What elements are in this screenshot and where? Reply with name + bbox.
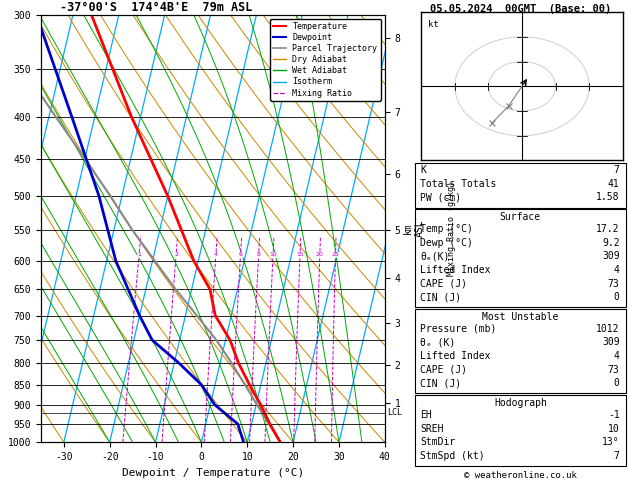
Text: Totals Totals: Totals Totals [420,179,496,189]
Text: Pressure (mb): Pressure (mb) [420,324,496,334]
Text: 8: 8 [257,252,260,257]
Text: 0: 0 [614,378,620,388]
Text: -37°00'S  174°4B'E  79m ASL: -37°00'S 174°4B'E 79m ASL [60,1,252,14]
Text: 1012: 1012 [596,324,620,334]
Text: 25: 25 [331,252,340,257]
Text: SREH: SREH [420,424,443,434]
Text: 13°: 13° [602,437,620,447]
Text: 9.2: 9.2 [602,238,620,248]
Text: EH: EH [420,410,431,420]
Text: CIN (J): CIN (J) [420,378,461,388]
Text: 41: 41 [608,179,620,189]
Legend: Temperature, Dewpoint, Parcel Trajectory, Dry Adiabat, Wet Adiabat, Isotherm, Mi: Temperature, Dewpoint, Parcel Trajectory… [270,19,381,101]
Text: Dewp (°C): Dewp (°C) [420,238,473,248]
Text: LCL: LCL [387,408,403,417]
Text: © weatheronline.co.uk: © weatheronline.co.uk [464,471,577,480]
Y-axis label: hPa: hPa [0,218,2,239]
Text: 15: 15 [296,252,304,257]
Text: StmSpd (kt): StmSpd (kt) [420,451,485,461]
Text: CAPE (J): CAPE (J) [420,278,467,289]
Text: Mixing Ratio (g/kg): Mixing Ratio (g/kg) [447,181,456,276]
Text: CIN (J): CIN (J) [420,292,461,302]
Text: 1: 1 [137,252,141,257]
Text: 6: 6 [238,252,242,257]
Text: θₑ(K): θₑ(K) [420,251,449,261]
Text: Surface: Surface [500,212,541,222]
Text: 20: 20 [316,252,324,257]
Text: 73: 73 [608,364,620,375]
Text: 2: 2 [174,252,178,257]
Text: θₑ (K): θₑ (K) [420,337,455,347]
Text: 10: 10 [608,424,620,434]
Text: 4: 4 [614,351,620,361]
Text: -1: -1 [608,410,620,420]
Text: 05.05.2024  00GMT  (Base: 00): 05.05.2024 00GMT (Base: 00) [430,4,611,14]
Text: kt: kt [428,19,439,29]
Text: 309: 309 [602,337,620,347]
Text: Hodograph: Hodograph [494,398,547,408]
Text: 7: 7 [614,451,620,461]
Text: 10: 10 [269,252,277,257]
Text: 309: 309 [602,251,620,261]
Y-axis label: km
ASL: km ASL [403,220,425,237]
Text: 4: 4 [614,265,620,275]
Text: 0: 0 [614,292,620,302]
Text: Lifted Index: Lifted Index [420,265,491,275]
Text: Most Unstable: Most Unstable [482,312,559,322]
Text: 73: 73 [608,278,620,289]
X-axis label: Dewpoint / Temperature (°C): Dewpoint / Temperature (°C) [122,468,304,478]
Text: PW (cm): PW (cm) [420,192,461,203]
Text: 4: 4 [214,252,218,257]
Text: 17.2: 17.2 [596,224,620,234]
Text: StmDir: StmDir [420,437,455,447]
Text: Temp (°C): Temp (°C) [420,224,473,234]
Text: K: K [420,165,426,175]
Text: Lifted Index: Lifted Index [420,351,491,361]
Text: CAPE (J): CAPE (J) [420,364,467,375]
Text: 7: 7 [614,165,620,175]
Text: 1.58: 1.58 [596,192,620,203]
